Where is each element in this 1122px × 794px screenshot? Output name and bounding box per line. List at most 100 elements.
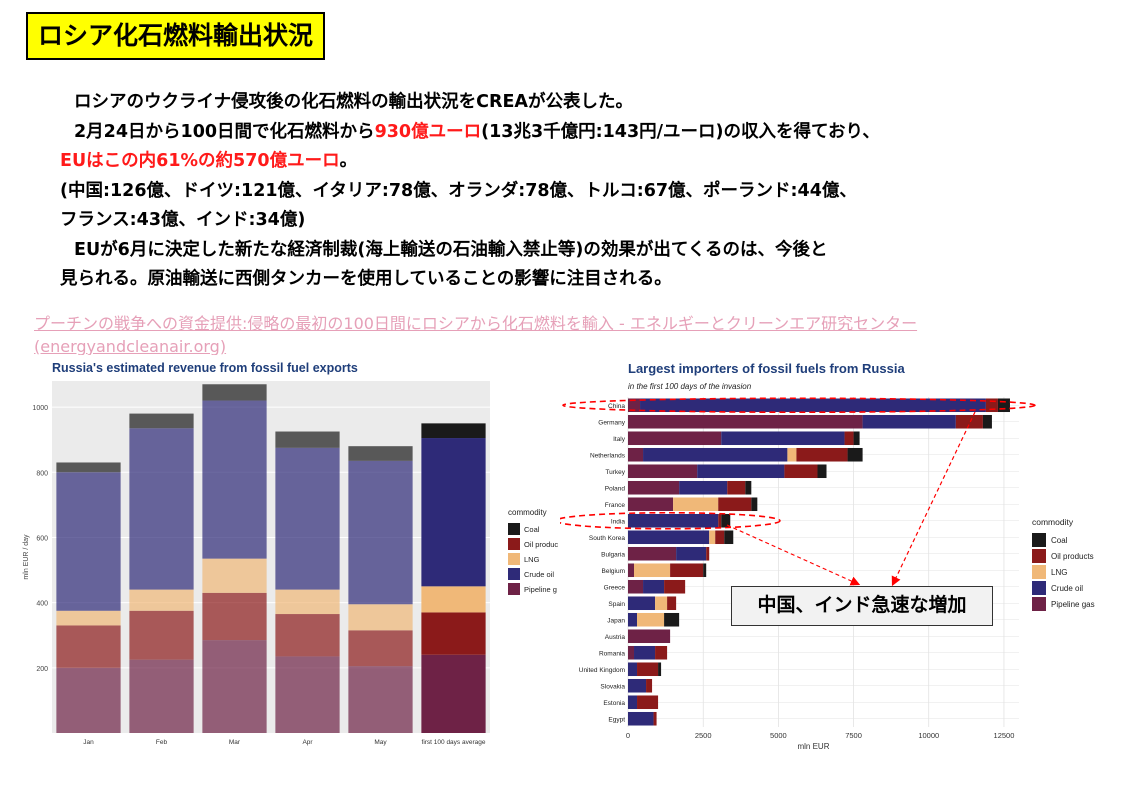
- legend-swatch: [508, 583, 520, 595]
- y-tick-label: Belgium: [602, 568, 625, 575]
- bar-segment: [628, 596, 656, 611]
- bar-segment: [421, 423, 486, 439]
- bar-segment: [634, 563, 671, 578]
- x-tick-label: 7500: [845, 731, 862, 740]
- y-tick-label: South Korea: [589, 535, 626, 542]
- bar-segment: [955, 414, 983, 429]
- paragraph-line: 2月24日から100日間で化石燃料から930億ユーロ(13兆3千億円:143円/…: [74, 121, 880, 142]
- bar-segment: [643, 579, 665, 594]
- legend-label: Crude oil: [1051, 584, 1083, 593]
- legend-title: commodity: [508, 508, 547, 517]
- x-tick-label: Apr: [302, 739, 313, 746]
- x-tick-label: 12500: [994, 731, 1015, 740]
- page-title: ロシア化石燃料輸出状況: [26, 12, 326, 60]
- bar-segment: [724, 530, 734, 545]
- paragraph-line: EUが6月に決定した新たな経済制裁(海上輸送の石油輸入禁止等)の効果が出てくるの…: [74, 239, 828, 260]
- plot-panel: [52, 381, 490, 733]
- revenue-highlight: 930億ユーロ: [374, 121, 482, 142]
- bar-segment: [628, 464, 698, 479]
- legend-swatch: [1032, 565, 1046, 579]
- x-tick-label: 5000: [770, 731, 787, 740]
- bar-segment: [628, 398, 641, 413]
- legend-swatch: [508, 538, 520, 550]
- bar-segment: [202, 384, 267, 401]
- bar-segment: [56, 667, 121, 733]
- bar-segment: [129, 610, 194, 660]
- x-tick-label: Mar: [229, 739, 241, 746]
- paragraph-line: ロシアのウクライナ侵攻後の化石燃料の輸出状況をCREAが公表した。: [74, 92, 633, 112]
- bar-segment: [421, 586, 486, 613]
- source-link[interactable]: プーチンの戦争への資金提供:侵略の最初の100日間にロシアから化石燃料を輸入 -…: [34, 314, 918, 356]
- legend-swatch: [508, 523, 520, 535]
- bar-segment: [348, 446, 413, 461]
- bar-segment: [664, 579, 686, 594]
- x-tick-label: 10000: [918, 731, 939, 740]
- y-tick-label: Spain: [608, 601, 625, 608]
- x-tick-label: May: [374, 739, 387, 746]
- bar-segment: [640, 398, 986, 413]
- bar-segment: [348, 666, 413, 733]
- bar-segment: [275, 431, 340, 448]
- bar-segment: [679, 480, 728, 495]
- bar-segment: [628, 612, 638, 627]
- bar-segment: [628, 645, 635, 660]
- bar-segment: [348, 604, 413, 631]
- bar-segment: [637, 695, 659, 710]
- y-tick-label: Italy: [613, 436, 626, 443]
- bar-segment: [348, 460, 413, 605]
- bar-segment: [817, 464, 827, 479]
- bar-segment: [862, 414, 956, 429]
- bar-segment: [844, 431, 854, 446]
- chart-title: Largest importers of fossil fuels from R…: [628, 361, 905, 376]
- y-tick-label: 800: [36, 470, 48, 477]
- y-tick-label: Estonia: [603, 700, 625, 707]
- legend-swatch: [1032, 581, 1046, 595]
- bar-segment: [853, 431, 860, 446]
- chart-title: Russia's estimated revenue from fossil f…: [52, 361, 358, 375]
- bar-segment: [129, 428, 194, 590]
- y-tick-label: 400: [36, 601, 48, 608]
- bar-segment: [628, 546, 677, 561]
- bar-segment: [628, 711, 654, 726]
- bar-segment: [718, 513, 722, 528]
- bar-segment: [658, 662, 662, 677]
- importers-chart: Largest importers of fossil fuels from R…: [560, 355, 1112, 755]
- y-tick-label: Austria: [605, 634, 626, 641]
- y-tick-label: Bulgaria: [601, 551, 625, 558]
- bar-segment: [628, 629, 671, 644]
- y-tick-label: India: [611, 518, 625, 525]
- legend-label: Coal: [524, 525, 540, 534]
- legend-title: commodity: [1032, 517, 1074, 527]
- bar-segment: [745, 480, 752, 495]
- y-tick-label: Egypt: [608, 716, 625, 723]
- arrow-india: [726, 524, 861, 586]
- bar-segment: [727, 480, 746, 495]
- highlight-china: [562, 397, 1036, 414]
- y-axis-label: mln EUR / day: [23, 534, 30, 580]
- body-text: ロシアのウクライナ侵攻後の化石燃料の輸出状況をCREAが公表した。 2月24日か…: [60, 88, 1100, 295]
- legend-label: Pipeline gas: [1051, 600, 1095, 609]
- paragraph-line: 見られる。原油輸送に西側タンカーを使用していることの影響に注目される。: [60, 269, 672, 289]
- bar-segment: [673, 497, 719, 512]
- bar-segment: [275, 447, 340, 590]
- y-tick-label: Turkey: [605, 469, 625, 476]
- bar-segment: [655, 596, 668, 611]
- y-tick-label: United Kingdom: [579, 667, 625, 674]
- legend-label: LNG: [1051, 568, 1067, 577]
- eu-share-highlight: EUはこの内61%の約570億ユーロ: [60, 151, 340, 171]
- legend-label: LNG: [524, 555, 540, 564]
- bar-segment: [56, 625, 121, 668]
- bar-segment: [643, 447, 788, 462]
- bar-segment: [421, 654, 486, 733]
- legend-label: Pipeline g: [524, 585, 557, 594]
- bar-segment: [751, 497, 758, 512]
- bar-segment: [637, 612, 665, 627]
- bar-segment: [653, 711, 657, 726]
- y-tick-label: 1000: [32, 405, 48, 412]
- bar-segment: [655, 645, 668, 660]
- y-tick-label: 600: [36, 535, 48, 542]
- monthly-revenue-chart: Russia's estimated revenue from fossil f…: [18, 355, 558, 750]
- bar-segment: [646, 678, 653, 693]
- bar-segment: [784, 464, 818, 479]
- bar-segment: [56, 462, 121, 473]
